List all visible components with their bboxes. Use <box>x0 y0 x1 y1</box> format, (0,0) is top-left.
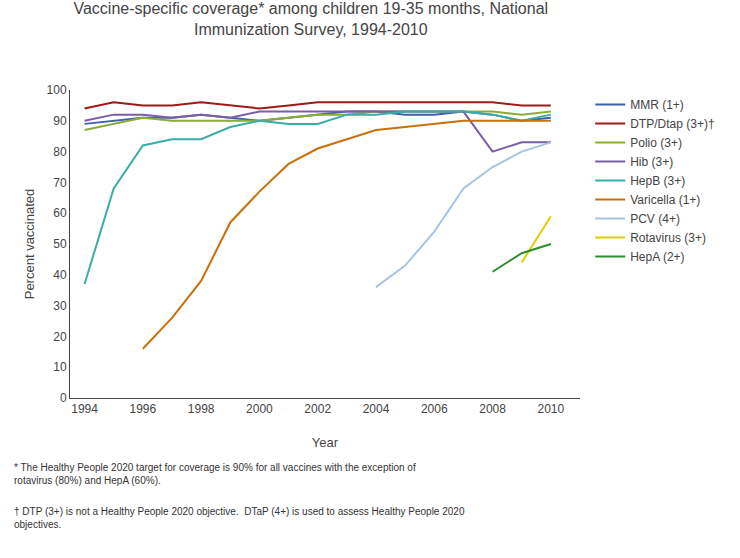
svg-text:2010: 2010 <box>538 402 565 416</box>
svg-text:* The Healthy People 2020 targ: * The Healthy People 2020 target for cov… <box>14 462 416 486</box>
svg-text:2000: 2000 <box>246 402 273 416</box>
svg-text:30: 30 <box>53 299 67 313</box>
svg-text:MMR (1+): MMR (1+) <box>630 98 684 112</box>
svg-text:Percent vaccinated: Percent vaccinated <box>22 189 37 300</box>
svg-text:Year: Year <box>312 435 339 450</box>
svg-text:PCV (4+): PCV (4+) <box>630 212 680 226</box>
svg-text:100: 100 <box>47 83 67 97</box>
svg-text:HepA (2+): HepA (2+) <box>630 250 684 264</box>
svg-text:Hib (3+): Hib (3+) <box>630 155 673 169</box>
svg-text:2004: 2004 <box>363 402 390 416</box>
svg-text:Polio (3+): Polio (3+) <box>630 136 682 150</box>
svg-text:90: 90 <box>53 114 67 128</box>
svg-text:40: 40 <box>53 268 67 282</box>
svg-text:60: 60 <box>53 206 67 220</box>
svg-text:2008: 2008 <box>479 402 506 416</box>
svg-text:20: 20 <box>53 330 67 344</box>
svg-text:10: 10 <box>53 360 67 374</box>
svg-text:1994: 1994 <box>71 402 98 416</box>
svg-text:Varicella (1+): Varicella (1+) <box>630 193 700 207</box>
svg-text:80: 80 <box>53 145 67 159</box>
svg-text:50: 50 <box>53 237 67 251</box>
svg-text:1998: 1998 <box>188 402 215 416</box>
svg-text:1996: 1996 <box>130 402 157 416</box>
svg-text:Vaccine-specific coverage* amo: Vaccine-specific coverage* among childre… <box>73 0 548 38</box>
svg-text:2002: 2002 <box>304 402 331 416</box>
svg-text:† DTP (3+) is not a Healthy Pe: † DTP (3+) is not a Healthy People 2020 … <box>14 506 465 530</box>
svg-text:70: 70 <box>53 176 67 190</box>
svg-text:Rotavirus (3+): Rotavirus (3+) <box>630 231 706 245</box>
svg-text:2006: 2006 <box>421 402 448 416</box>
svg-text:HepB (3+): HepB (3+) <box>630 174 685 188</box>
svg-text:DTP/Dtap (3+)†: DTP/Dtap (3+)† <box>630 117 714 131</box>
svg-text:0: 0 <box>60 391 67 405</box>
